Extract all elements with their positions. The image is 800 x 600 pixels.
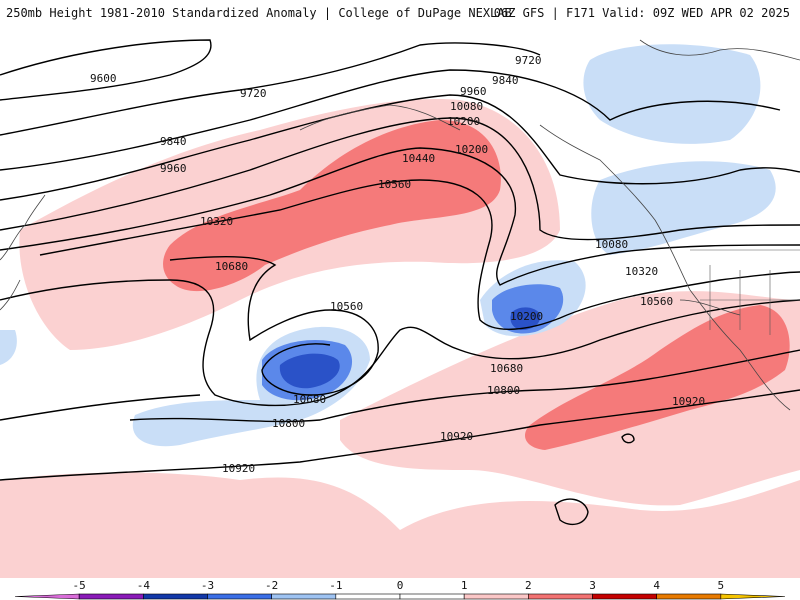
contour-label: 10200 [447, 115, 480, 128]
contour-label: 10800 [487, 384, 520, 397]
colorbar-swatch [720, 593, 786, 600]
colorbar-swatch [207, 593, 272, 600]
anomaly-map: 9600 9720 9840 9960 10080 10200 10320 10… [0, 22, 800, 578]
colorbar-swatch [14, 593, 80, 600]
contour-label: 9840 [492, 74, 519, 87]
colorbar-labels: -5 -4 -3 -2 -1 0 1 2 3 4 5 [73, 579, 725, 592]
colorbar-tick-label: 0 [397, 579, 404, 592]
negative-anomaly-dark [279, 307, 541, 389]
colorbar: -5 -4 -3 -2 -1 0 1 2 3 4 5 [0, 578, 800, 600]
colorbar-swatches [14, 593, 786, 600]
contour-label: 10200 [455, 143, 488, 156]
colorbar-tick-label: 3 [589, 579, 596, 592]
contour-label: 10320 [625, 265, 658, 278]
model-valid-time: 06Z GFS | F171 Valid: 09Z WED APR 02 202… [493, 6, 790, 20]
colorbar-swatch [143, 593, 208, 600]
contour-label: 9840 [160, 135, 187, 148]
contour-label: 10440 [402, 152, 435, 165]
colorbar-swatch [463, 593, 529, 600]
colorbar-swatch [78, 593, 144, 600]
colorbar-tick-label: 1 [461, 579, 468, 592]
contour-label: 10920 [440, 430, 473, 443]
colorbar-swatch [528, 593, 593, 600]
contour-label: 10560 [378, 178, 411, 191]
contour-label: 10680 [215, 260, 248, 273]
contour-label: 9960 [460, 85, 487, 98]
contour-label: 10920 [672, 395, 705, 408]
colorbar-tick-label: 5 [718, 579, 725, 592]
colorbar-swatch [335, 593, 401, 600]
contour-label: 10560 [330, 300, 363, 313]
map-title: 250mb Height 1981-2010 Standardized Anom… [6, 6, 512, 20]
contour-label: 10800 [272, 417, 305, 430]
contour-label: 10920 [222, 462, 255, 475]
colorbar-swatch [592, 593, 657, 600]
colorbar-swatch [271, 593, 337, 600]
contour-label: 9600 [90, 72, 117, 85]
colorbar-tick-label: -3 [201, 579, 214, 592]
header: 250mb Height 1981-2010 Standardized Anom… [0, 0, 800, 22]
colorbar-tick-label: 4 [653, 579, 660, 592]
contour-label: 10080 [595, 238, 628, 251]
colorbar-swatch [399, 593, 465, 600]
contour-label: 10680 [490, 362, 523, 375]
contour-label: 9960 [160, 162, 187, 175]
colorbar-tick-label: -4 [137, 579, 151, 592]
contour-label: 10680 [293, 393, 326, 406]
contour-label: 10560 [640, 295, 673, 308]
borders [690, 249, 800, 335]
contour-label: 10080 [450, 100, 483, 113]
colorbar-swatch [656, 593, 722, 600]
colorbar-tick-label: -1 [329, 579, 342, 592]
colorbar-tick-label: -5 [73, 579, 86, 592]
colorbar-tick-label: -2 [265, 579, 278, 592]
contour-label: 10320 [200, 215, 233, 228]
coastlines [0, 39, 800, 411]
contour-label: 9720 [515, 54, 542, 67]
height-contours [0, 39, 800, 526]
colorbar-tick-label: 2 [525, 579, 532, 592]
contour-label: 10200 [510, 310, 543, 323]
contour-label: 9720 [240, 87, 267, 100]
contour-labels: 9600 9720 9840 9960 10080 10200 10320 10… [90, 54, 705, 475]
